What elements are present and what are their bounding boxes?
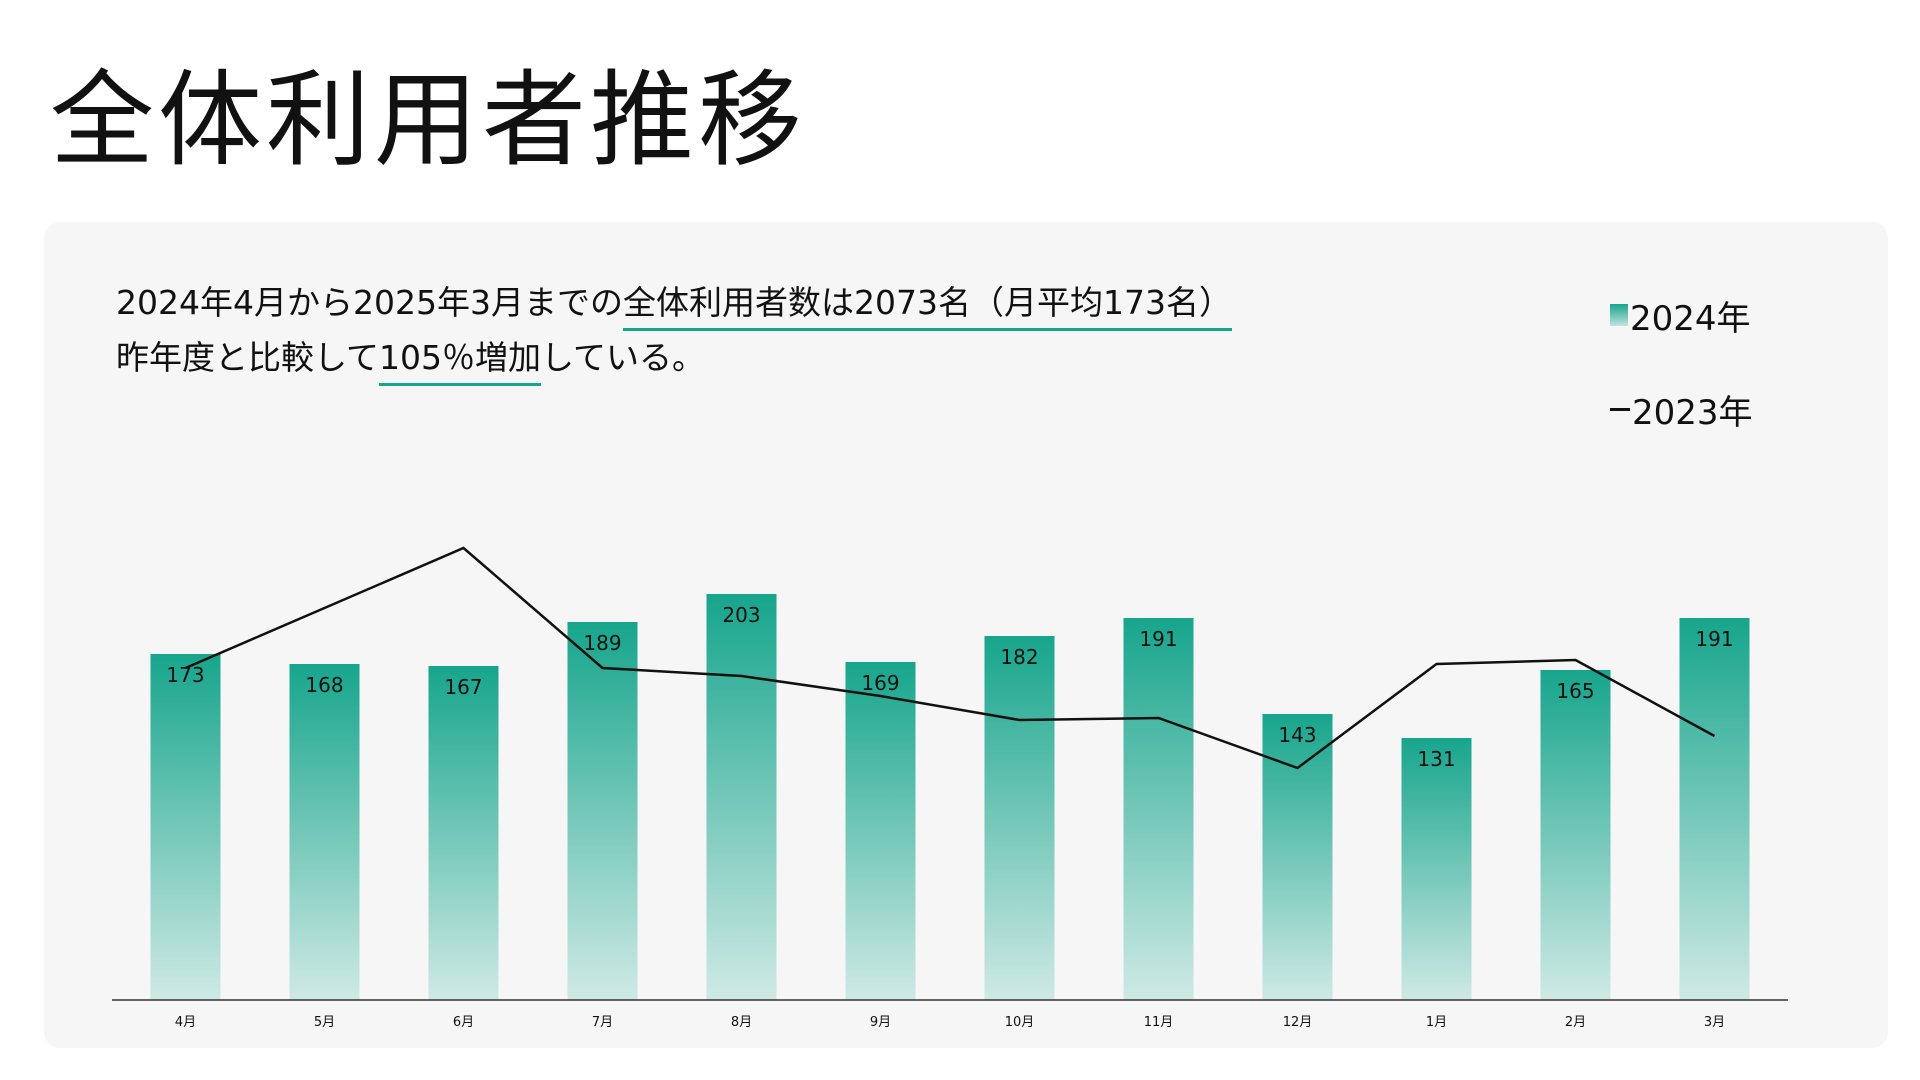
data-label-10月: 182	[1000, 645, 1038, 669]
bar-8月	[706, 594, 777, 1000]
data-label-4月: 173	[166, 663, 204, 687]
x-tick-label: 8月	[731, 1015, 752, 1030]
bar-5月	[289, 664, 360, 1000]
bar-12月	[1262, 714, 1333, 1000]
legend-label-2023: 2023年	[1632, 392, 1753, 433]
x-tick-label: 10月	[1005, 1015, 1035, 1030]
x-tick-label: 1月	[1426, 1015, 1447, 1030]
data-label-7月: 189	[583, 631, 621, 655]
data-label-8月: 203	[722, 603, 760, 627]
page-title: 全体利用者推移	[50, 59, 807, 181]
data-label-5月: 168	[305, 673, 343, 697]
bar-7月	[567, 622, 638, 1000]
data-label-1月: 131	[1417, 747, 1455, 771]
bar-6月	[428, 666, 499, 1000]
legend-item-2023: 2023年	[1610, 386, 1753, 433]
summary-highlight-total: 全体利用者数は2073名（月平均173名）	[622, 278, 1232, 331]
bar-10月	[984, 636, 1055, 1000]
chart-legend: 2024年 2023年	[1610, 292, 1753, 433]
bar-11月	[1123, 618, 1194, 1000]
data-label-9月: 169	[861, 671, 899, 695]
legend-bar-swatch	[1610, 304, 1628, 326]
chart-panel: 2024年4月から2025年3月までの全体利用者数は2073名（月平均173名）…	[44, 222, 1888, 1048]
x-tick-label: 12月	[1283, 1015, 1313, 1030]
line-series-2023	[185, 546, 1716, 770]
bar-2月	[1540, 670, 1611, 1000]
legend-label-2024: 2024年	[1630, 298, 1751, 339]
data-label-3月: 191	[1695, 627, 1733, 651]
x-tick-label: 3月	[1704, 1015, 1725, 1030]
summary-line-1: 2024年4月から2025年3月までの全体利用者数は2073名（月平均173名）	[116, 276, 1232, 331]
bar-line-chart: 173 168 167 189 203 169 182 191 143 131 165 191 4月 5月…	[112, 546, 1788, 1030]
x-tick-label: 6月	[453, 1015, 474, 1030]
x-tick-label: 4月	[175, 1015, 196, 1030]
x-tick-label: 11月	[1144, 1015, 1174, 1030]
x-tick-label: 7月	[592, 1015, 613, 1030]
data-label-12月: 143	[1278, 723, 1316, 747]
summary-line-2-tail: している。	[541, 338, 706, 377]
summary-line-2-text: 昨年度と比較して	[116, 338, 380, 377]
bar-9月	[845, 662, 916, 1000]
legend-item-2024: 2024年	[1610, 292, 1753, 339]
summary-line-1-text: 2024年4月から2025年3月までの	[116, 283, 623, 322]
x-tick-label: 9月	[870, 1015, 891, 1030]
data-label-6月: 167	[444, 675, 482, 699]
data-label-2月: 165	[1556, 679, 1594, 703]
summary-highlight-growth: 105％増加	[379, 333, 542, 386]
bar-1月	[1401, 738, 1472, 1000]
x-tick-label: 2月	[1565, 1015, 1586, 1030]
legend-line-swatch	[1610, 407, 1630, 411]
summary-line-2: 昨年度と比較して105％増加している。	[116, 331, 1232, 386]
data-label-11月: 191	[1139, 627, 1177, 651]
summary-text: 2024年4月から2025年3月までの全体利用者数は2073名（月平均173名）…	[116, 276, 1232, 386]
x-tick-label: 5月	[314, 1015, 335, 1030]
bar-4月	[150, 654, 221, 1000]
bar-3月	[1679, 618, 1750, 1000]
